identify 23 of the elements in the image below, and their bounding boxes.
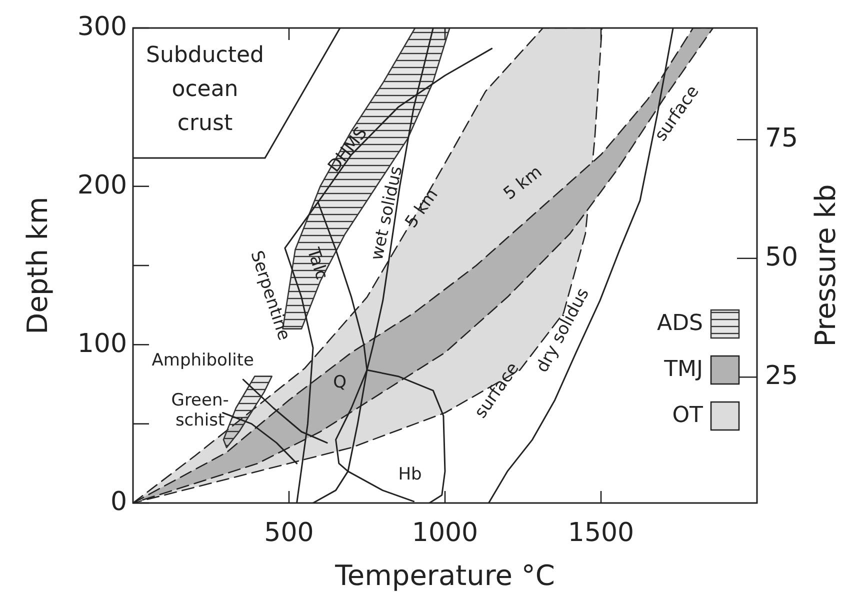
annotation: Q xyxy=(333,372,347,392)
y-tick-label: 100 xyxy=(77,328,127,359)
x-tick-label: 1500 xyxy=(568,518,634,548)
legend-label: TMJ xyxy=(663,357,703,382)
annotation: Subducted ocean crust xyxy=(146,43,264,136)
x-tick-label: 1000 xyxy=(412,518,478,548)
annotation: 5 km xyxy=(500,162,546,204)
y-tick-label: 300 xyxy=(77,12,127,42)
x-axis-title: Temperature °C xyxy=(334,559,555,592)
y-tick-label: 200 xyxy=(77,170,127,200)
annotation: Amphibolite xyxy=(152,350,254,370)
y-axis-title: Depth km xyxy=(21,196,54,334)
x-tick-label: 500 xyxy=(264,518,314,548)
y-tick-label: 0 xyxy=(110,487,127,518)
annotation: Hb xyxy=(398,464,422,484)
legend-label: OT xyxy=(672,403,704,428)
annotation: Green-schist xyxy=(171,390,229,431)
legend-label: ADS xyxy=(657,311,703,336)
y2-tick-label: 25 xyxy=(765,361,798,392)
y2-tick-label: 50 xyxy=(765,242,798,272)
y2-tick-label: 75 xyxy=(765,124,798,154)
y2-axis-title: Pressure kb xyxy=(809,184,842,347)
annotation: Talc xyxy=(302,244,332,282)
